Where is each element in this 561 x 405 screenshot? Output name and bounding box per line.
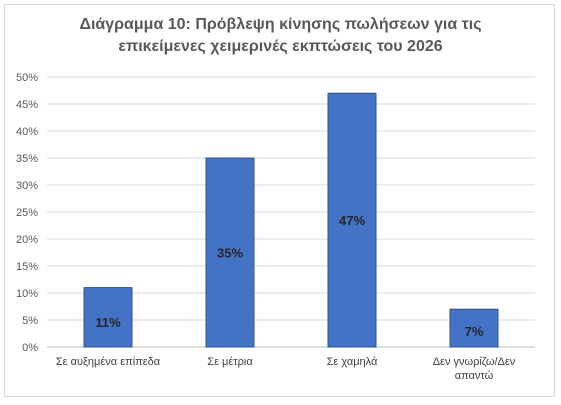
- y-tick-label: 40%: [16, 126, 38, 138]
- bar: [205, 157, 255, 348]
- x-tick-label: Δεν γνωρίζω/Δεν: [433, 356, 516, 368]
- bar: [327, 92, 377, 348]
- y-tick-label: 10%: [16, 288, 38, 300]
- y-tick-label: 35%: [16, 153, 38, 165]
- bar: [83, 287, 133, 348]
- chart-title-line-1: Διάγραμμα 10: Πρόβλεψη κίνησης πωλήσεων …: [79, 16, 482, 33]
- x-tick-label: Σε μέτρια: [207, 356, 253, 368]
- data-label: 35%: [217, 246, 243, 261]
- y-tick-label: 45%: [16, 99, 38, 111]
- y-tick-label: 30%: [16, 180, 38, 192]
- chart-title: Διάγραμμα 10: Πρόβλεψη κίνησης πωλήσεων …: [0, 14, 561, 58]
- x-tick-label: Σε χαμηλά: [327, 356, 378, 368]
- data-label: 11%: [95, 315, 121, 330]
- y-tick-label: 20%: [16, 234, 38, 246]
- y-tick-label: 0%: [22, 342, 38, 354]
- y-tick-label: 15%: [16, 261, 38, 273]
- x-tick-label: Σε αυξημένα επίπεδα: [56, 356, 161, 368]
- chart-title-line-2: επικείμενες χειμερινές εκπτώσεις του 202…: [118, 38, 443, 55]
- y-tick-label: 50%: [16, 72, 38, 84]
- bar: [449, 308, 499, 348]
- y-tick-label: 25%: [16, 207, 38, 219]
- data-label: 47%: [339, 213, 365, 228]
- x-tick-label: απαντώ: [455, 370, 494, 382]
- data-label: 7%: [465, 324, 484, 339]
- y-tick-label: 5%: [22, 315, 38, 327]
